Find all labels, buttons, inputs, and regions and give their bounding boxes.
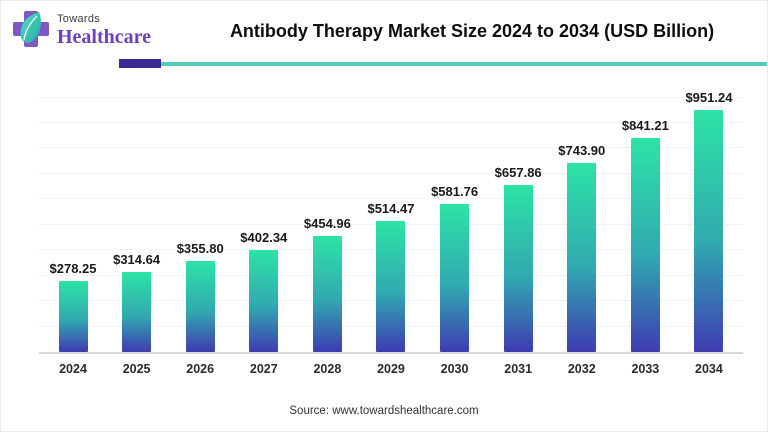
bar-2030: [440, 203, 470, 352]
x-tick-2027: 2027: [249, 362, 278, 376]
bar-group-2026: $355.80: [170, 241, 230, 352]
bar-group-2034: $951.24: [679, 90, 739, 352]
bar-group-2030: $581.76: [425, 184, 485, 352]
bar-value-label: $657.86: [494, 164, 542, 180]
bar-value-label: $355.80: [176, 241, 224, 257]
bar-2027: [249, 249, 279, 352]
bar-2026: [185, 261, 215, 352]
bar-group-2027: $402.34: [234, 230, 294, 352]
bar-2033: [630, 137, 660, 352]
bar-group-2029: $514.47: [361, 201, 421, 352]
bar-2029: [376, 221, 406, 352]
chart-title: Antibody Therapy Market Size 2024 to 203…: [229, 21, 715, 41]
bar-group-2032: $743.90: [552, 143, 612, 352]
x-tick-2028: 2028: [313, 362, 342, 376]
x-tick-2029: 2029: [377, 362, 405, 376]
healthcare-logo: Towards Healthcare: [11, 9, 189, 49]
bar-value-label: $743.90: [558, 142, 606, 158]
x-tick-2025: 2025: [122, 362, 151, 376]
bar-value-label: $951.24: [685, 89, 733, 105]
bar-value-label: $581.76: [431, 183, 479, 199]
divider-purple-segment: [119, 59, 161, 68]
gridline: [39, 172, 743, 174]
bar-2032: [567, 162, 597, 352]
bar-2025: [122, 271, 152, 352]
gridline: [39, 121, 743, 123]
bar-2031: [503, 184, 533, 352]
gridline: [39, 198, 743, 200]
x-tick-2033: 2033: [631, 362, 660, 376]
bar-value-label: $841.21: [621, 117, 669, 133]
header: Towards Healthcare Antibody Therapy Mark…: [1, 1, 767, 53]
x-tick-2030: 2030: [440, 362, 469, 376]
x-tick-2031: 2031: [504, 362, 533, 376]
x-tick-2032: 2032: [567, 362, 596, 376]
logo-text-towards: Towards: [57, 13, 101, 25]
gridline: [39, 147, 743, 149]
bar-2028: [312, 236, 342, 352]
bar-value-label: $514.47: [367, 201, 415, 217]
bar-value-label: $314.64: [113, 251, 161, 267]
logo-cross-icon: [11, 9, 51, 49]
x-axis-labels: 2024 2025 2026 2027 2028 2029 2030 2031 2032 2033…: [39, 362, 743, 376]
bar-2024: [58, 281, 88, 352]
bar-value-label: $402.34: [240, 229, 288, 245]
header-divider: [1, 59, 767, 68]
bar-group-2028: $454.96: [297, 216, 357, 352]
x-tick-2026: 2026: [186, 362, 215, 376]
logo-text-healthcare: Healthcare: [57, 26, 152, 48]
bar-group-2025: $314.64: [107, 252, 167, 352]
bar-value-label: $278.25: [49, 261, 97, 277]
plot-area: $278.25 $314.64 $355.80 $402.34 $454.96 $514.…: [39, 88, 743, 354]
gridline: [39, 96, 743, 98]
bar-group-2033: $841.21: [615, 118, 675, 352]
logo-leaf-icon: [20, 12, 41, 43]
bar-value-label: $454.96: [303, 216, 351, 232]
divider-teal-line: [161, 61, 767, 66]
x-tick-2024: 2024: [59, 362, 87, 376]
bars-container: $278.25 $314.64 $355.80 $402.34 $454.96 $514.…: [39, 88, 743, 352]
bar-chart: $278.25 $314.64 $355.80 $402.34 $454.96 $514.…: [39, 88, 743, 376]
bar-group-2031: $657.86: [488, 165, 548, 352]
source-text: Source: www.towardshealthcare.com: [289, 405, 479, 417]
bar-group-2024: $278.25: [43, 261, 103, 352]
bar-2034: [694, 109, 724, 352]
x-tick-2034: 2034: [695, 362, 723, 376]
